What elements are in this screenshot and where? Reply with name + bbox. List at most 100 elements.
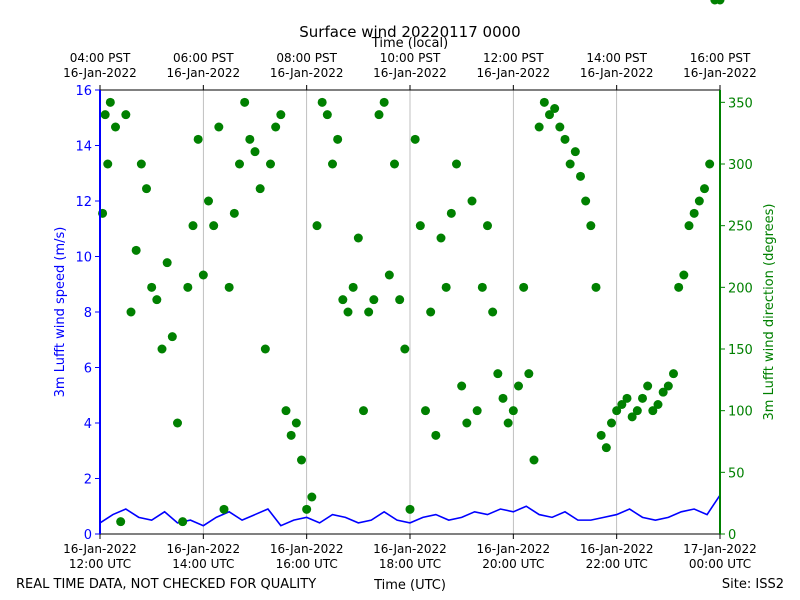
direction-point bbox=[421, 406, 430, 416]
bottom-tick-label-date: 16-Jan-2022 bbox=[167, 542, 241, 556]
direction-point bbox=[550, 104, 560, 113]
direction-point bbox=[224, 282, 234, 292]
direction-point bbox=[167, 332, 177, 342]
direction-point bbox=[581, 196, 591, 206]
direction-point bbox=[322, 110, 332, 120]
bottom-tick-label-time: 00:00 UTC bbox=[689, 557, 751, 571]
bottom-tick-label-time: 14:00 UTC bbox=[172, 557, 234, 571]
direction-point bbox=[627, 412, 637, 422]
right-tick-label: 100 bbox=[728, 405, 753, 420]
direction-point bbox=[338, 295, 348, 305]
direction-point bbox=[457, 381, 467, 391]
right-tick-label: 350 bbox=[728, 96, 753, 111]
x-axis-label: Time (UTC) bbox=[373, 578, 446, 593]
direction-point bbox=[317, 97, 327, 107]
top-tick-label-date: 16-Jan-2022 bbox=[373, 66, 447, 80]
direction-point bbox=[472, 406, 482, 416]
direction-point bbox=[596, 430, 606, 440]
direction-point bbox=[116, 517, 126, 527]
bottom-tick-label-date: 16-Jan-2022 bbox=[270, 542, 344, 556]
direction-point bbox=[374, 110, 384, 120]
direction-point bbox=[328, 159, 337, 169]
direction-point bbox=[105, 97, 115, 107]
direction-point bbox=[689, 208, 699, 218]
direction-point bbox=[312, 221, 322, 231]
direction-point bbox=[570, 147, 580, 157]
direction-point bbox=[669, 369, 678, 379]
direction-point bbox=[638, 393, 647, 403]
direction-point bbox=[441, 282, 451, 292]
direction-point bbox=[493, 369, 503, 379]
direction-point bbox=[545, 110, 554, 120]
direction-point bbox=[343, 307, 353, 317]
direction-point bbox=[384, 270, 394, 280]
right-tick-label: 200 bbox=[728, 281, 753, 296]
footer-quality-note: REAL TIME DATA, NOT CHECKED FOR QUALITY bbox=[16, 577, 316, 592]
left-tick-label: 2 bbox=[84, 473, 92, 488]
top-tick-label-time: 12:00 PST bbox=[483, 51, 544, 65]
direction-point bbox=[286, 430, 296, 440]
direction-point bbox=[245, 134, 255, 144]
direction-point bbox=[183, 282, 193, 292]
direction-point bbox=[498, 393, 508, 403]
direction-point bbox=[400, 344, 410, 354]
top-axis-label: Time (local) bbox=[371, 36, 448, 51]
direction-point bbox=[121, 110, 131, 120]
direction-point bbox=[534, 122, 544, 132]
direction-point bbox=[436, 233, 446, 243]
direction-point bbox=[307, 492, 317, 502]
direction-point bbox=[281, 406, 291, 416]
direction-point bbox=[250, 147, 260, 157]
direction-point bbox=[193, 134, 203, 144]
top-tick-label-time: 14:00 PST bbox=[586, 51, 647, 65]
direction-point bbox=[415, 221, 425, 231]
direction-point bbox=[488, 307, 498, 317]
direction-point bbox=[674, 282, 684, 292]
direction-point bbox=[131, 245, 141, 255]
direction-point bbox=[612, 406, 622, 416]
bottom-tick-label-time: 22:00 UTC bbox=[586, 557, 648, 571]
direction-point bbox=[255, 184, 265, 194]
direction-point bbox=[209, 221, 219, 231]
direction-point bbox=[395, 295, 405, 305]
top-tick-label-date: 16-Jan-2022 bbox=[477, 66, 551, 80]
direction-point bbox=[700, 184, 709, 194]
direction-point bbox=[539, 97, 549, 107]
direction-point bbox=[229, 208, 239, 218]
direction-point bbox=[462, 418, 472, 428]
top-tick-label-time: 06:00 PST bbox=[173, 51, 234, 65]
left-tick-label: 16 bbox=[75, 84, 92, 99]
direction-point bbox=[157, 344, 167, 354]
direction-point bbox=[715, 0, 725, 5]
direction-point bbox=[271, 122, 281, 132]
direction-point bbox=[684, 221, 694, 231]
direction-point bbox=[204, 196, 213, 206]
left-tick-label: 4 bbox=[84, 417, 92, 432]
direction-point bbox=[622, 393, 632, 403]
direction-point bbox=[111, 122, 120, 132]
direction-point bbox=[467, 196, 477, 206]
direction-point bbox=[679, 270, 689, 280]
direction-point bbox=[446, 208, 456, 218]
left-tick-label: 10 bbox=[75, 251, 92, 266]
direction-point bbox=[519, 282, 529, 292]
direction-point bbox=[353, 233, 363, 243]
direction-point bbox=[643, 381, 653, 391]
bottom-tick-label-time: 16:00 UTC bbox=[276, 557, 338, 571]
direction-point bbox=[260, 344, 270, 354]
bottom-tick-label-date: 16-Jan-2022 bbox=[477, 542, 551, 556]
footer-site-label: Site: ISS2 bbox=[722, 577, 784, 592]
direction-point bbox=[576, 171, 585, 181]
top-tick-label-time: 08:00 PST bbox=[276, 51, 337, 65]
direction-point bbox=[359, 406, 368, 416]
direction-point bbox=[291, 418, 301, 428]
direction-point bbox=[348, 282, 358, 292]
direction-point bbox=[648, 406, 658, 416]
direction-point bbox=[390, 159, 399, 169]
top-tick-label-time: 04:00 PST bbox=[70, 51, 131, 65]
direction-point bbox=[705, 159, 715, 169]
direction-point bbox=[663, 381, 673, 391]
direction-point bbox=[235, 159, 244, 169]
direction-point bbox=[152, 295, 162, 305]
direction-point bbox=[483, 221, 492, 231]
